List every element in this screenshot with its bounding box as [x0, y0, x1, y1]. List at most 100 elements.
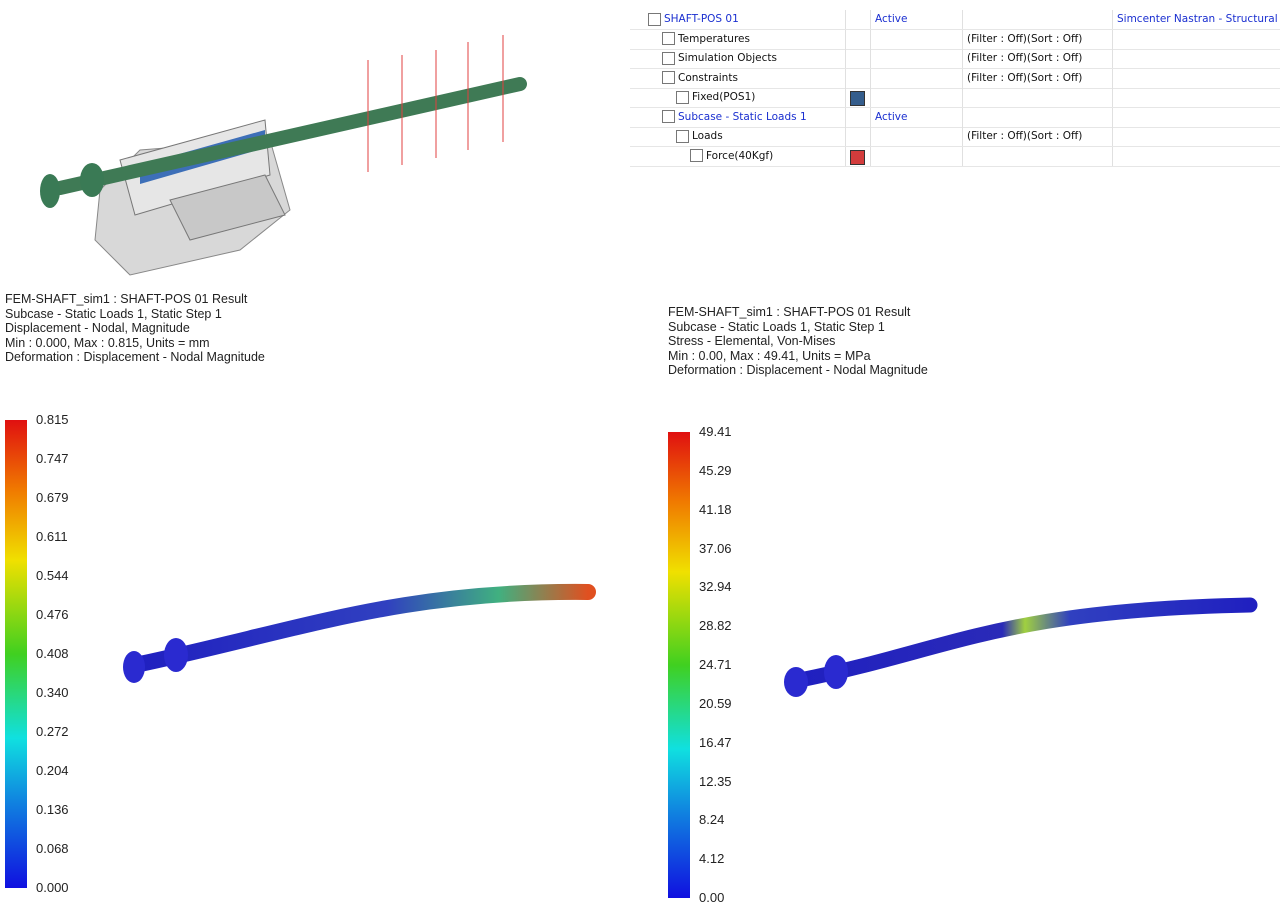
legend-label: 0.136: [36, 802, 69, 817]
legend-label: 0.000: [36, 880, 69, 895]
filter-cell: (Filter : Off)(Sort : Off): [962, 127, 1113, 146]
tree-row[interactable]: Fixed(POS1): [630, 88, 1280, 108]
tree-icon: [662, 71, 675, 84]
node-name: Simulation Objects: [678, 52, 777, 64]
swatch-cell: [845, 88, 870, 107]
name-cell: Temperatures: [630, 30, 844, 49]
legend-label: 16.47: [699, 734, 732, 750]
node-name: Loads: [692, 130, 723, 142]
tree-icon: [662, 51, 675, 65]
solver: Simcenter Nastran - Structural: [1117, 13, 1278, 25]
name-cell: Loads: [630, 127, 844, 146]
filter: (Filter : Off)(Sort : Off): [967, 32, 1083, 45]
legend-label: 8.24: [699, 812, 725, 828]
swatch-cell: [845, 49, 870, 68]
filter-cell: [962, 146, 1113, 166]
tree-row[interactable]: Constraints (Filter : Off)(Sort : Off): [630, 68, 1280, 89]
header-line: FEM-SHAFT_sim1 : SHAFT-POS 01 Result: [5, 292, 248, 306]
legend-label: 0.611: [36, 529, 68, 544]
tree-row[interactable]: SHAFT-POS 01 Active Simcenter Nastran - St…: [630, 10, 1280, 30]
node-name: Force(40Kgf): [706, 149, 774, 162]
filter-cell: [962, 88, 1113, 107]
filter: (Filter : Off)(Sort : Off): [967, 130, 1083, 142]
header-line: Deformation : Displacement - Nodal Magni…: [5, 350, 265, 365]
tree-row[interactable]: Simulation Objects (Filter : Off)(Sort : …: [630, 49, 1280, 69]
legend-bar: [5, 420, 27, 888]
filter-cell: (Filter : Off)(Sort : Off): [962, 29, 1113, 49]
tree-icon: [662, 32, 675, 45]
header-line: Subcase - Static Loads 1, Static Step 1: [668, 319, 885, 334]
status-cell: [870, 88, 963, 107]
color-swatch: [850, 91, 865, 106]
filter: (Filter : Off)(Sort : Off): [967, 71, 1083, 84]
legend-label: 0.272: [36, 724, 69, 739]
tree-icon: [676, 90, 689, 104]
header-line: Displacement - Nodal, Magnitude: [5, 321, 190, 336]
name-cell: Force(40Kgf): [630, 147, 844, 166]
tree-row[interactable]: Temperatures (Filter : Off)(Sort : Off): [630, 29, 1280, 50]
swatch-cell: [845, 127, 870, 146]
tree-icon: [690, 149, 703, 162]
status: Active: [875, 13, 908, 25]
legend-label: 49.41: [699, 424, 732, 439]
legend-label: 0.476: [36, 607, 69, 622]
solver-cell: [1112, 88, 1280, 107]
deformed-shaft-right: [784, 597, 1258, 697]
legend-label: 0.747: [36, 451, 69, 466]
tree-icon: [676, 129, 689, 143]
tree-row[interactable]: Force(40Kgf): [630, 146, 1280, 167]
swatch-cell: [845, 107, 870, 127]
result-header: FEM-SHAFT_sim1 : SHAFT-POS 01 Result Subc…: [5, 292, 265, 365]
legend-label: 0.204: [36, 763, 69, 778]
legend-label: 20.59: [699, 695, 732, 711]
swatch-cell: [845, 146, 870, 166]
legend-label: 0.544: [36, 568, 69, 583]
legend-label: 41.18: [699, 501, 732, 517]
name-cell: Simulation Objects: [630, 49, 844, 68]
swatch-cell: [845, 68, 870, 88]
legend-bar: [668, 432, 690, 898]
solver-cell: [1112, 127, 1280, 146]
header-line: Deformation : Displacement - Nodal Magni…: [668, 363, 928, 378]
header-line: Min : 0.000, Max : 0.815, Units = mm: [5, 335, 210, 350]
filter-cell: [962, 107, 1113, 127]
filter-cell: (Filter : Off)(Sort : Off): [962, 49, 1113, 68]
filter: (Filter : Off)(Sort : Off): [967, 52, 1083, 64]
swatch-cell: [845, 10, 870, 29]
status-cell: [870, 49, 963, 68]
filter-cell: (Filter : Off)(Sort : Off): [962, 68, 1113, 88]
solver-cell: [1112, 107, 1280, 127]
node-name: Temperatures: [678, 32, 750, 45]
filter-cell: [962, 10, 1113, 29]
legend-label: 37.06: [699, 540, 732, 556]
legend-label: 0.340: [36, 685, 69, 700]
node-name: Fixed(POS1): [692, 91, 756, 103]
header-line: Min : 0.00, Max : 49.41, Units = MPa: [668, 348, 871, 363]
status-cell: [870, 68, 963, 88]
name-cell: Subcase - Static Loads 1: [630, 108, 844, 127]
tree-icon: [648, 12, 661, 26]
legend-label: 0.815: [36, 412, 69, 427]
name-cell: SHAFT-POS 01: [630, 10, 844, 29]
status: Active: [875, 110, 908, 123]
status-cell: [870, 29, 963, 49]
status-cell: [870, 146, 963, 166]
name-cell: Constraints: [630, 69, 844, 88]
node-name: Subcase - Static Loads 1: [678, 110, 807, 123]
header-line: Stress - Elemental, Von-Mises: [668, 334, 836, 349]
assembly-model: [40, 35, 527, 276]
legend-label: 0.679: [36, 490, 69, 505]
tree-row[interactable]: Loads (Filter : Off)(Sort : Off): [630, 127, 1280, 147]
solver-cell: [1112, 29, 1280, 49]
status-cell: Active: [870, 107, 963, 127]
swatch-cell: [845, 29, 870, 49]
legend-label: 24.71: [699, 657, 732, 672]
deformed-shaft-left: [123, 583, 596, 683]
tree-row[interactable]: Subcase - Static Loads 1 Active: [630, 107, 1280, 128]
color-swatch: [850, 149, 865, 165]
solver-cell: [1112, 146, 1280, 166]
legend-label: 45.29: [699, 462, 732, 478]
solver-cell: [1112, 49, 1280, 68]
